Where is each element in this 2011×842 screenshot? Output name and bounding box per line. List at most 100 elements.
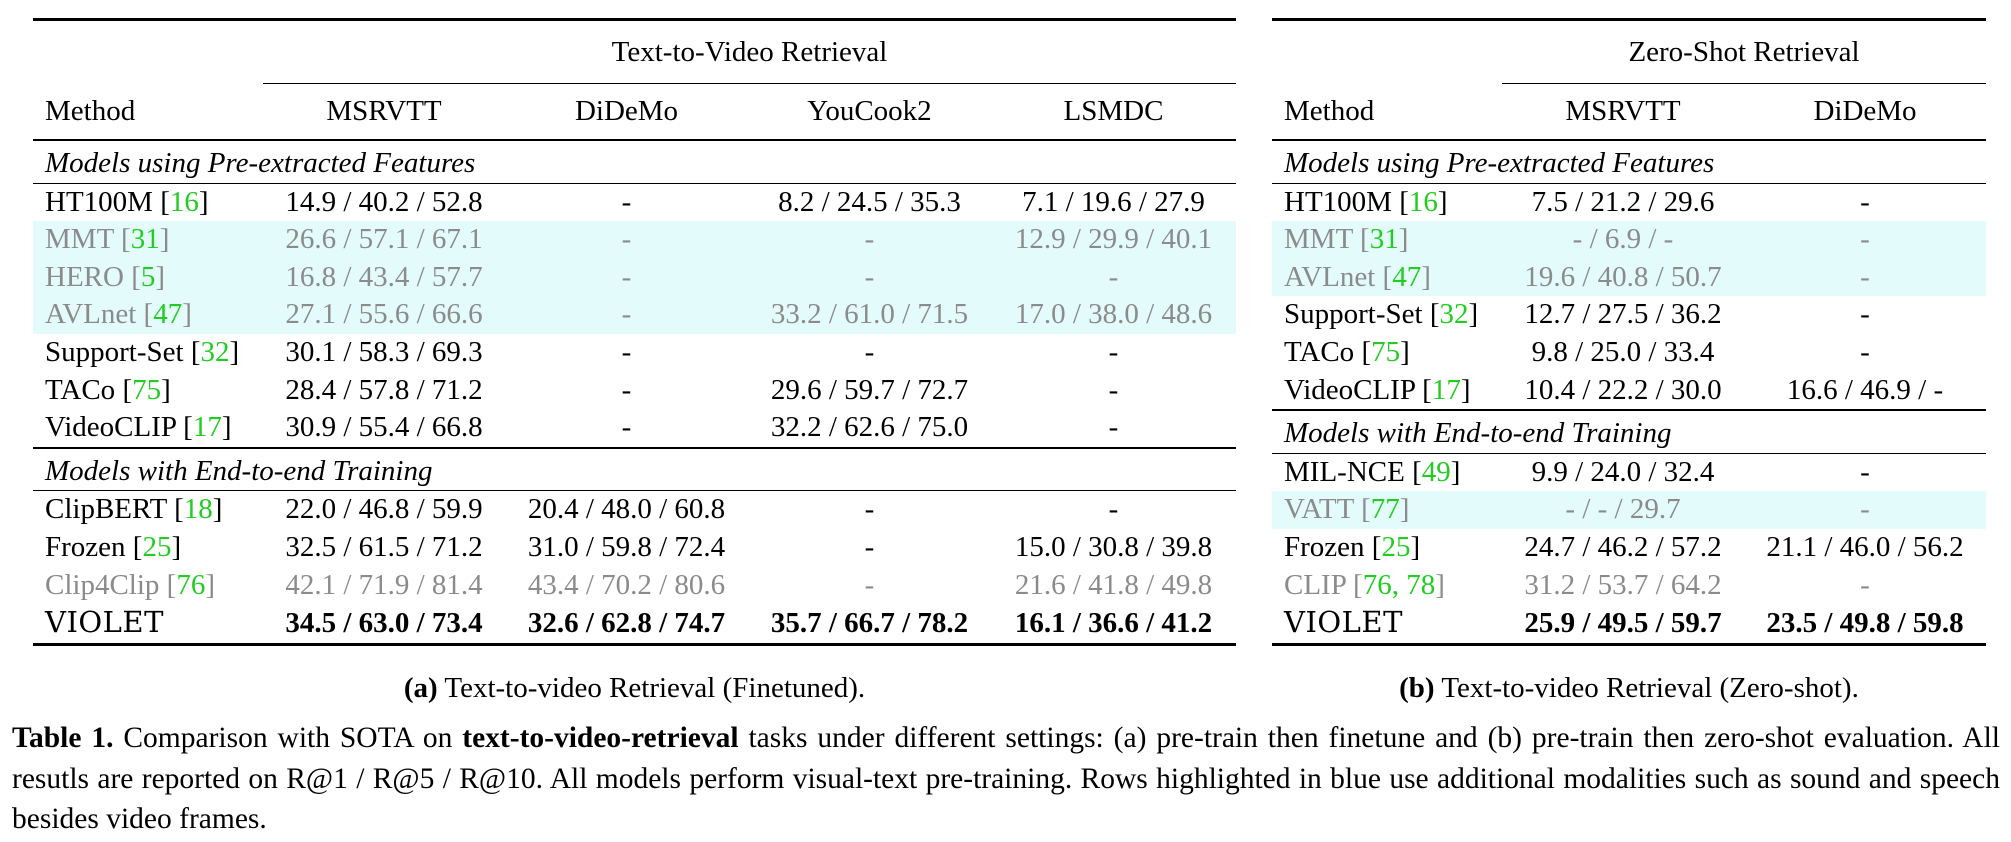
bottom-rule xyxy=(1272,643,1986,647)
method-name: ClipBERT xyxy=(45,493,167,526)
column-header-row: Method MSRVTT DiDeMo xyxy=(1272,84,1986,140)
top-rule xyxy=(1272,18,1986,22)
citation-link[interactable]: 47 xyxy=(1392,260,1422,293)
value-cell: 16.8 / 43.4 / 57.7 xyxy=(263,258,505,297)
citation-link[interactable]: 25 xyxy=(142,530,172,563)
rule xyxy=(1272,182,1986,184)
value-cell: 33.2 / 61.0 / 71.5 xyxy=(748,296,991,334)
rule xyxy=(33,139,1236,141)
rule xyxy=(33,447,1236,453)
table-row: ClipBERT [18] 22.0 / 46.8 / 59.9 20.4 / 48… xyxy=(33,491,1236,529)
value-cell: 9.9 / 24.0 / 32.4 xyxy=(1531,455,1715,488)
value-cell: 30.1 / 58.3 / 69.3 xyxy=(285,335,483,368)
method-name: AVLnet xyxy=(45,298,137,331)
value-cell: 14.9 / 40.2 / 52.8 xyxy=(285,185,483,218)
method-cell: Frozen [25] xyxy=(45,530,182,563)
value-cell: 21.1 / 46.0 / 56.2 xyxy=(1766,530,1964,563)
value-cell: - xyxy=(1860,298,1870,331)
method-name: MIL-NCE xyxy=(1284,455,1405,488)
value-cell: 25.9 / 49.5 / 59.7 xyxy=(1524,606,1722,639)
table-panel-a: Text-to-Video Retrieval Method MSRVTT DiDeM… xyxy=(33,18,1236,647)
citation-link[interactable]: 17 xyxy=(1431,373,1461,406)
value-cell: 17.0 / 38.0 / 48.6 xyxy=(991,296,1236,334)
value-cell: 22.0 / 46.8 / 59.9 xyxy=(285,493,483,526)
value-cell: - xyxy=(621,373,632,406)
value-cell: 21.6 / 41.8 / 49.8 xyxy=(1014,568,1213,601)
method-cell: MMT [31] xyxy=(33,221,263,259)
citation-link[interactable]: 32 xyxy=(1439,298,1469,331)
task-header-row: Zero-Shot Retrieval xyxy=(1272,21,1986,84)
value-cell: 29.6 / 59.7 / 72.7 xyxy=(770,373,969,406)
table-row: VATT [77] - / - / 29.7- xyxy=(1272,491,1986,529)
citation-link[interactable]: 31 xyxy=(130,223,160,256)
value-cell: 20.4 / 48.0 / 60.8 xyxy=(527,493,726,526)
method-name: VideoCLIP xyxy=(45,411,176,444)
method-cell: HT100M [16] xyxy=(1284,185,1448,218)
value-cell: 12.7 / 27.5 / 36.2 xyxy=(1524,298,1722,331)
task-header-row: Text-to-Video Retrieval xyxy=(33,21,1236,84)
citation-link[interactable]: 5 xyxy=(140,260,156,293)
citation-link[interactable]: 75 xyxy=(1371,335,1401,368)
value-cell: - xyxy=(864,493,875,526)
citation-link[interactable]: 16 xyxy=(1408,185,1438,218)
rule xyxy=(33,446,1236,449)
value-cell: 31.2 / 53.7 / 64.2 xyxy=(1524,568,1722,601)
value-cell: 32.5 / 61.5 / 71.2 xyxy=(285,530,483,563)
table-row: HERO [5] 16.8 / 43.4 / 57.7- - - xyxy=(33,258,1236,297)
value-cell: 7.5 / 21.2 / 29.6 xyxy=(1531,185,1715,218)
column-header: LSMDC xyxy=(1063,95,1164,127)
section-title-row: Models using Pre-extracted Features xyxy=(1272,145,1986,183)
table-zero-shot: Zero-Shot Retrieval Method MSRVTT DiDeMo Mod… xyxy=(1272,18,1986,647)
citation-link[interactable]: 76 xyxy=(176,568,206,601)
citation-link[interactable]: 18 xyxy=(183,493,213,526)
value-cell: - xyxy=(621,411,632,444)
rule xyxy=(1272,139,1986,141)
bottom-rule xyxy=(33,643,1236,647)
value-cell: - xyxy=(991,258,1236,297)
table-row: Support-Set [32] 12.7 / 27.5 / 36.2 - xyxy=(1272,296,1986,334)
section-title-row: Models with End-to-end Training xyxy=(33,453,1236,491)
method-cell: MIL-NCE [49] xyxy=(1284,455,1461,488)
subcaption-b-text: Text-to-video Retrieval (Zero-shot). xyxy=(1434,672,1859,704)
table-row: Frozen [25] 24.7 / 46.2 / 57.2 21.1 / 46.0… xyxy=(1272,529,1986,567)
value-cell: 19.6 / 40.8 / 50.7 xyxy=(1502,258,1744,297)
table-row: TACo [75] 28.4 / 57.8 / 71.2 - 29.6 / 59.7 … xyxy=(33,372,1236,410)
method-cell: CLIP [76, 78] xyxy=(1284,568,1445,601)
citation-link[interactable]: 32 xyxy=(200,335,230,368)
table-row: MIL-NCE [49] 9.9 / 24.0 / 32.4 - xyxy=(1272,454,1986,492)
subcaption-b-label: (b) xyxy=(1399,672,1435,704)
citation-link[interactable]: 31 xyxy=(1369,223,1399,256)
citation-link[interactable]: 77 xyxy=(1370,493,1400,526)
citation-link[interactable]: 16 xyxy=(169,185,199,218)
method-name: TACo xyxy=(45,373,116,406)
table-row: AVLnet [47] 19.6 / 40.8 / 50.7- xyxy=(1272,258,1986,297)
section-title: Models using Pre-extracted Features xyxy=(45,147,476,179)
value-cell: - xyxy=(1860,455,1870,488)
value-cell: - xyxy=(621,335,632,368)
table-row: VideoCLIP [17] 30.9 / 55.4 / 66.8 - 32.2 / … xyxy=(33,409,1236,447)
method-cell: ClipBERT [18] xyxy=(45,493,223,526)
caption-part2: tasks under different settings: (a) pre-… xyxy=(12,722,2000,835)
task-header: Zero-Shot Retrieval xyxy=(1502,21,1986,84)
citation-link[interactable]: 17 xyxy=(192,411,222,444)
method-cell: HERO [5] xyxy=(33,258,263,297)
value-cell: 34.5 / 63.0 / 73.4 xyxy=(285,606,483,639)
citation-link[interactable]: 75 xyxy=(132,373,162,406)
violet-logo-text: VIOLET xyxy=(45,605,164,640)
citation-link[interactable]: 49 xyxy=(1421,455,1451,488)
value-cell: 28.4 / 57.8 / 71.2 xyxy=(285,373,483,406)
value-cell: - xyxy=(864,568,875,601)
table-row: AVLnet [47] 27.1 / 55.6 / 66.6-33.2 / 61.… xyxy=(33,296,1236,334)
table-caption: Table 1. Comparison with SOTA on text-to… xyxy=(12,718,2000,840)
column-header: MSRVTT xyxy=(1565,95,1681,127)
method-cell: Support-Set [32] xyxy=(45,335,240,368)
citation-link[interactable]: 76, 78 xyxy=(1362,568,1436,601)
citation-link[interactable]: 47 xyxy=(153,298,183,331)
citation-link[interactable]: 25 xyxy=(1381,530,1411,563)
value-cell: - xyxy=(864,335,875,368)
value-cell: - xyxy=(1860,335,1870,368)
value-cell: - xyxy=(505,296,748,334)
table-row: HT100M [16] 14.9 / 40.2 / 52.8 - 8.2 / 24.5… xyxy=(33,184,1236,222)
value-cell: 23.5 / 49.8 / 59.8 xyxy=(1766,606,1964,639)
method-cell: HT100M [16] xyxy=(45,185,209,218)
